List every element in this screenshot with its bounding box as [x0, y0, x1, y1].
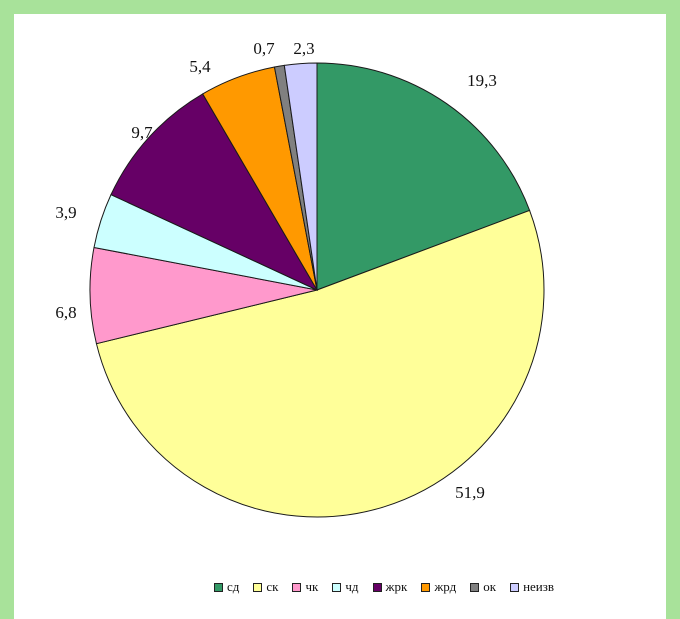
- pie-slice-1: [316, 62, 531, 291]
- pie-chart: 19,3 51,9 6,8 3,9 9,7 5,4 0,7 2,3: [55, 39, 545, 518]
- data-label-4: 3,9: [55, 203, 76, 222]
- data-label-7: 0,7: [253, 39, 275, 58]
- chart-panel: 19,3 51,9 6,8 3,9 9,7 5,4 0,7 2,3 сд ск чк чд жрк жр…: [14, 14, 666, 619]
- legend-label: ск: [266, 579, 279, 594]
- legend-swatch: [510, 582, 520, 592]
- legend-label: неизв: [523, 579, 555, 594]
- legend-label: сд: [227, 579, 240, 594]
- legend-swatch: [253, 582, 263, 592]
- legend-item-3: чк: [292, 579, 318, 595]
- legend-item-1: сд: [214, 579, 239, 595]
- pie-slice-8: [283, 62, 318, 291]
- data-label-1: 19,3: [467, 71, 497, 90]
- legend-item-5: жрк: [372, 579, 408, 595]
- legend-item-7: ок: [470, 579, 496, 595]
- legend-swatch: [421, 582, 431, 592]
- data-label-8: 2,3: [293, 39, 314, 58]
- legend-label: ок: [483, 579, 497, 594]
- legend-swatch: [332, 582, 342, 592]
- legend-item-8: неизв: [510, 579, 554, 595]
- legend-item-6: жрд: [421, 579, 456, 595]
- legend-label: чк: [305, 579, 319, 594]
- data-label-3: 6,8: [55, 303, 76, 322]
- legend-label: жрк: [385, 579, 408, 594]
- legend-item-2: ск: [253, 579, 278, 595]
- legend-swatch: [372, 582, 382, 592]
- legend: сд ск чк чд жрк жрд ок неизв: [214, 579, 554, 595]
- legend-label: жрд: [434, 579, 457, 594]
- legend-swatch: [214, 582, 223, 592]
- data-label-5: 9,7: [131, 123, 153, 142]
- legend-item-4: чд: [332, 579, 359, 595]
- data-label-6: 5,4: [189, 57, 211, 76]
- legend-swatch: [470, 582, 480, 592]
- legend-swatch: [292, 582, 302, 592]
- pie-slice-2: [95, 209, 545, 518]
- data-label-2: 51,9: [455, 483, 485, 502]
- legend-label: чд: [345, 579, 359, 594]
- pie-slice-5: [110, 93, 319, 292]
